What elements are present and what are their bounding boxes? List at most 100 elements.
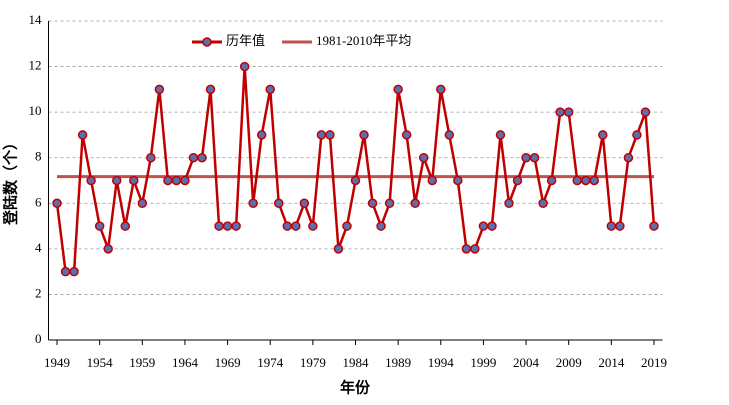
point [231, 221, 241, 231]
y-tick-label: 0 [35, 331, 42, 346]
point [410, 198, 420, 209]
point [342, 221, 352, 231]
point [495, 130, 506, 140]
point [512, 175, 523, 186]
x-tick-label: 1984 [343, 355, 370, 370]
point [154, 84, 165, 95]
x-tick-label: 2014 [598, 355, 625, 370]
point [563, 107, 574, 117]
legend-label: 1981-2010年平均 [316, 33, 411, 48]
y-tick-label: 10 [29, 103, 42, 118]
y-tick-label: 4 [35, 240, 42, 255]
x-tick-label: 1989 [385, 355, 411, 370]
point [86, 175, 96, 186]
point [546, 175, 557, 186]
x-tick-label: 1999 [470, 355, 496, 370]
y-tick-label: 14 [29, 12, 43, 27]
y-tick-label: 12 [29, 58, 42, 73]
point [103, 244, 113, 254]
point [248, 198, 258, 209]
point [197, 152, 207, 163]
point [94, 221, 105, 231]
point [572, 175, 582, 186]
x-tick-label: 1964 [172, 355, 199, 370]
point [256, 130, 267, 140]
point [69, 266, 79, 277]
point [623, 152, 634, 163]
point [282, 221, 293, 231]
point [291, 221, 301, 231]
point [504, 198, 514, 209]
point [478, 221, 489, 231]
x-tick-label: 2004 [513, 355, 540, 370]
point [453, 175, 463, 186]
x-tick-label: 1954 [87, 355, 114, 370]
point [299, 198, 310, 209]
point [649, 221, 659, 231]
point [316, 130, 327, 140]
point [444, 130, 455, 140]
x-tick-label: 2019 [641, 355, 667, 370]
point [401, 130, 412, 140]
point [470, 244, 480, 254]
point [120, 221, 130, 231]
point [137, 198, 148, 209]
point [418, 152, 429, 163]
x-tick-label: 1969 [215, 355, 241, 370]
y-tick-label: 6 [35, 194, 42, 209]
point [555, 107, 565, 117]
point [308, 221, 318, 231]
point [427, 175, 437, 186]
point [265, 84, 275, 95]
point [606, 221, 617, 231]
point [359, 130, 369, 140]
point [129, 175, 139, 186]
point [529, 152, 540, 163]
point [632, 130, 642, 140]
point [52, 198, 62, 209]
point [640, 107, 651, 117]
point [77, 130, 88, 140]
point [239, 61, 250, 72]
point [615, 221, 625, 231]
point [393, 84, 403, 95]
point [180, 175, 190, 186]
x-tick-label: 2009 [556, 355, 582, 370]
point [487, 221, 497, 231]
point [188, 152, 199, 163]
point [384, 198, 395, 209]
point [111, 175, 122, 186]
x-axis-label: 年份 [340, 378, 371, 396]
y-tick-label: 8 [35, 149, 42, 164]
point [146, 152, 156, 163]
point [376, 221, 386, 231]
point [60, 266, 71, 277]
point [163, 175, 173, 186]
point [436, 84, 446, 95]
point [367, 198, 378, 209]
point [171, 175, 182, 186]
legend-marker [202, 37, 212, 47]
point [581, 175, 591, 186]
point [274, 198, 284, 209]
x-tick-label: 1994 [428, 355, 455, 370]
point [461, 244, 472, 254]
point [205, 84, 216, 95]
point [598, 130, 608, 140]
point [333, 244, 344, 254]
x-tick-label: 1959 [129, 355, 155, 370]
point [538, 198, 548, 209]
x-tick-label: 1979 [300, 355, 326, 370]
y-tick-label: 2 [35, 285, 42, 300]
point [589, 175, 600, 186]
x-tick-label: 1974 [257, 355, 284, 370]
x-tick-label: 1949 [44, 355, 70, 370]
legend-label: 历年值 [226, 33, 265, 48]
point [222, 221, 233, 231]
y-axis-label: 登陆数（个） [1, 135, 19, 226]
point [325, 130, 335, 140]
point [521, 152, 531, 163]
series-line [55, 66, 656, 273]
point [214, 221, 224, 231]
